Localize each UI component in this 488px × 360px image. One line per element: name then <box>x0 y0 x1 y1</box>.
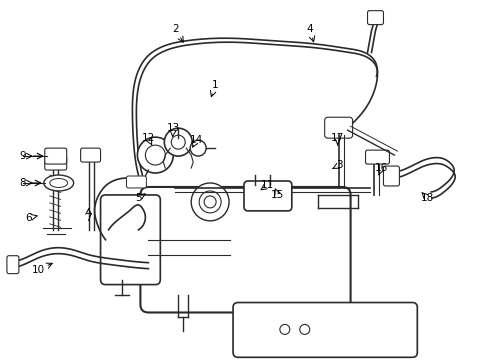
Circle shape <box>137 137 173 173</box>
Text: 1: 1 <box>211 80 218 90</box>
Text: 10: 10 <box>32 265 45 275</box>
Text: 9: 9 <box>20 151 26 161</box>
Circle shape <box>203 196 216 208</box>
FancyBboxPatch shape <box>101 195 160 285</box>
Circle shape <box>190 140 206 156</box>
Ellipse shape <box>50 179 67 188</box>
Text: 4: 4 <box>306 24 312 33</box>
Text: 5: 5 <box>135 193 142 203</box>
Text: 7: 7 <box>85 213 92 223</box>
FancyBboxPatch shape <box>233 302 416 357</box>
Text: 3: 3 <box>336 160 342 170</box>
Text: 18: 18 <box>420 193 433 203</box>
Text: 16: 16 <box>374 163 387 173</box>
FancyBboxPatch shape <box>244 181 291 211</box>
FancyBboxPatch shape <box>383 166 399 186</box>
FancyBboxPatch shape <box>365 150 388 164</box>
FancyBboxPatch shape <box>7 256 19 274</box>
Text: 15: 15 <box>271 190 284 200</box>
FancyBboxPatch shape <box>45 156 66 170</box>
Text: 14: 14 <box>189 135 203 145</box>
FancyBboxPatch shape <box>140 187 350 312</box>
Circle shape <box>191 183 228 221</box>
Circle shape <box>299 324 309 334</box>
Text: 2: 2 <box>172 24 178 33</box>
Text: 17: 17 <box>330 133 344 143</box>
FancyBboxPatch shape <box>126 176 146 188</box>
Circle shape <box>199 191 221 213</box>
Text: 13: 13 <box>166 123 180 133</box>
Text: 8: 8 <box>20 178 26 188</box>
Circle shape <box>171 135 185 149</box>
Circle shape <box>279 324 289 334</box>
Ellipse shape <box>44 175 74 191</box>
Circle shape <box>145 145 165 165</box>
Text: 12: 12 <box>142 133 155 143</box>
FancyBboxPatch shape <box>367 11 383 24</box>
Circle shape <box>164 128 192 156</box>
FancyBboxPatch shape <box>324 117 352 138</box>
FancyBboxPatch shape <box>45 148 66 164</box>
FancyBboxPatch shape <box>81 148 101 162</box>
Text: 6: 6 <box>25 213 32 223</box>
Text: 11: 11 <box>261 180 274 190</box>
